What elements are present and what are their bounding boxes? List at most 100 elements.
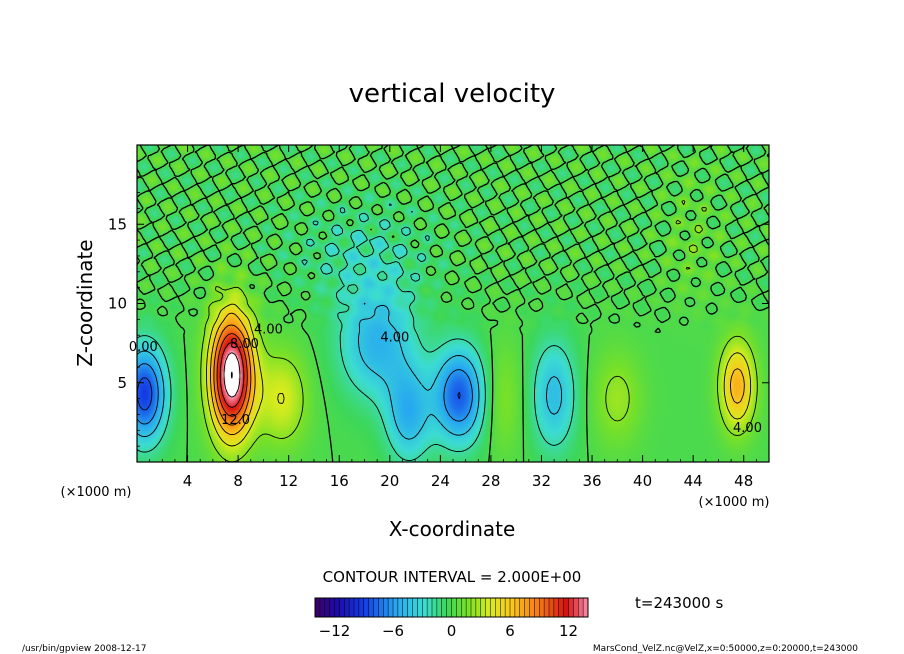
contour-line — [136, 203, 575, 462]
x-axis-unit-right: (×1000 m) — [699, 495, 770, 510]
contour-labels: 8.00 12.0 4.00 4.00 4.00 0.00 — [129, 323, 762, 436]
colorbar-segment — [319, 598, 326, 617]
footer-left: /usr/bin/gpview 2008-12-17 — [22, 644, 146, 654]
y-tick-label: 5 — [117, 374, 127, 392]
x-axis-unit-left: (×1000 m) — [61, 485, 132, 500]
colorbar-segment — [573, 598, 579, 617]
colorbar-segment — [446, 598, 452, 617]
colorbar-segment — [510, 598, 516, 617]
colorbar — [314, 597, 589, 618]
x-tick-label: 4 — [183, 472, 193, 490]
colorbar-segment — [505, 598, 511, 617]
x-tick-label: 28 — [481, 472, 500, 490]
contour-label: 8.00 — [230, 337, 259, 352]
colorbar-tick-label: −12 — [319, 622, 351, 640]
colorbar-segment — [578, 598, 584, 617]
contour-line — [200, 200, 758, 463]
colorbar-segment — [324, 598, 331, 617]
y-axis-ticks: 5 10 15 — [108, 160, 769, 447]
colorbar-segment — [393, 598, 399, 617]
contour-line — [136, 363, 473, 425]
colorbar-segment — [412, 598, 418, 617]
plot-area: 8.00 12.0 4.00 4.00 4.00 0.00 — [129, 144, 770, 463]
colorbar-segment — [539, 598, 545, 617]
contour-label: 4.00 — [254, 323, 283, 338]
colorbar-segment — [466, 598, 472, 617]
colorbar-segment — [495, 598, 501, 617]
contour-label: 12.0 — [221, 413, 250, 428]
colorbar-segment — [349, 598, 355, 617]
contour-line — [206, 303, 752, 447]
colorbar-segment — [436, 598, 443, 617]
colorbar-tick-label: 12 — [559, 622, 578, 640]
colorbar-segment — [549, 598, 555, 617]
colorbar-segment — [553, 598, 560, 617]
contour-line — [216, 333, 248, 417]
colorbar-segment — [471, 598, 477, 617]
colorbar-segment — [373, 598, 379, 617]
x-tick-label: 16 — [330, 472, 349, 490]
colorbar-segment — [485, 598, 491, 617]
colorbar-segment — [500, 598, 506, 617]
y-tick-label: 15 — [108, 215, 127, 233]
colorbar-segment — [397, 598, 404, 617]
colorbar-segment — [388, 598, 394, 617]
contour-line — [230, 371, 233, 379]
contour-line — [223, 352, 241, 398]
colorbar-segment — [417, 598, 423, 617]
x-tick-label: 40 — [633, 472, 652, 490]
colorbar-segment — [490, 598, 496, 617]
colorbar-frame — [314, 597, 589, 618]
contour-line — [219, 341, 245, 408]
colorbar-segment — [383, 598, 389, 617]
colorbar-segment — [475, 598, 482, 617]
colorbar-segment — [583, 598, 589, 617]
colorbar-segment — [568, 598, 574, 617]
colorbar-tick-label: −6 — [382, 622, 404, 640]
colorbar-segment — [563, 598, 569, 617]
y-axis-label: Z-coordinate — [73, 239, 97, 366]
contour-label: 4.00 — [380, 331, 409, 346]
colorbar-segment — [368, 598, 374, 617]
colorbar-segment — [514, 598, 521, 617]
contour-line — [210, 312, 745, 436]
colorbar-tick-label: 6 — [505, 622, 515, 640]
colorbar-segment — [339, 598, 345, 617]
colorbar-segment — [441, 598, 448, 617]
colorbar-segment — [354, 598, 360, 617]
x-tick-label: 20 — [380, 472, 399, 490]
contour-label: 4.00 — [733, 421, 762, 436]
colorbar-segment — [402, 598, 409, 617]
colorbar-segment — [524, 598, 530, 617]
colorbar-segment — [378, 598, 384, 617]
x-tick-label: 24 — [431, 472, 450, 490]
colorbar-segment — [334, 598, 340, 617]
footer-right: MarsCond_VelZ.nc@VelZ,x=0:50000,z=0:2000… — [593, 644, 858, 654]
colorbar-segment — [427, 598, 433, 617]
x-tick-label: 44 — [684, 472, 703, 490]
colorbar-segment — [519, 598, 526, 617]
colorbar-ticks: −12 −6 0 6 12 — [319, 622, 578, 640]
colorbar-segment — [407, 598, 413, 617]
contour-label: 0.00 — [129, 340, 158, 355]
x-axis-label: X-coordinate — [389, 517, 516, 541]
colorbar-segment — [456, 598, 462, 617]
colorbar-segment — [534, 598, 540, 617]
x-tick-label: 48 — [734, 472, 753, 490]
contour-line — [136, 302, 563, 440]
x-tick-label: 32 — [532, 472, 551, 490]
colorbar-segment — [363, 598, 370, 617]
colorbar-segment — [480, 598, 487, 617]
y-tick-label: 10 — [108, 295, 127, 313]
x-tick-label: 36 — [582, 472, 601, 490]
colorbar-segment — [461, 598, 467, 617]
colorbar-segment — [558, 598, 565, 617]
contour-line — [213, 324, 252, 426]
time-label: t=243000 s — [635, 594, 723, 612]
colorbar-segment — [529, 598, 535, 617]
colorbar-segment — [329, 598, 335, 617]
x-tick-label: 12 — [279, 472, 298, 490]
contour-interval: CONTOUR INTERVAL = 2.000E+00 — [323, 568, 582, 586]
